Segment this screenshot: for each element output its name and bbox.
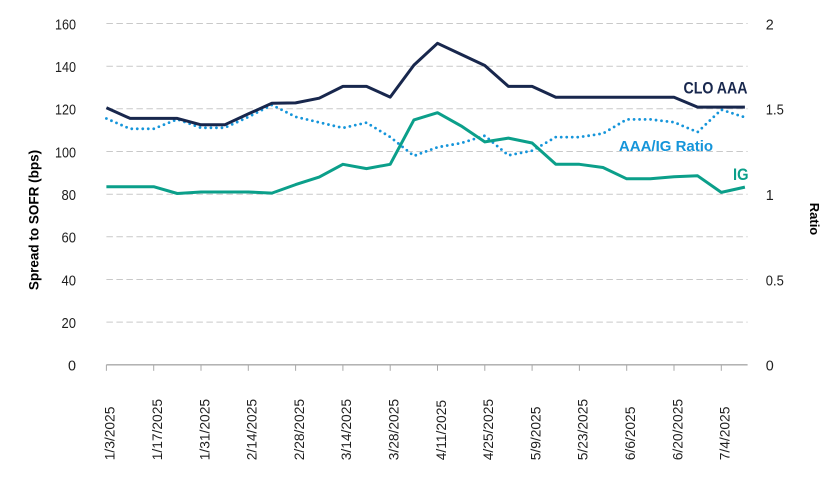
svg-text:IG: IG [733, 165, 749, 184]
svg-text:100: 100 [55, 145, 76, 161]
svg-text:1: 1 [766, 188, 774, 204]
svg-text:2/28/2025: 2/28/2025 [292, 399, 307, 461]
svg-text:1/31/2025: 1/31/2025 [197, 399, 212, 461]
svg-text:2: 2 [766, 17, 774, 33]
svg-text:3/14/2025: 3/14/2025 [339, 399, 354, 461]
svg-text:1.5: 1.5 [766, 103, 784, 119]
svg-text:Spread to SOFR (bps): Spread to SOFR (bps) [27, 150, 42, 290]
svg-text:40: 40 [62, 273, 77, 289]
svg-text:5/9/2025: 5/9/2025 [528, 406, 543, 460]
svg-text:AAA/IG Ratio: AAA/IG Ratio [619, 138, 713, 155]
svg-text:0: 0 [68, 359, 76, 375]
svg-text:1/17/2025: 1/17/2025 [150, 399, 165, 461]
svg-text:60: 60 [62, 231, 77, 247]
svg-text:7/4/2025: 7/4/2025 [718, 406, 733, 460]
svg-text:20: 20 [62, 316, 77, 332]
svg-text:CLO AAA: CLO AAA [684, 79, 748, 98]
svg-text:4/25/2025: 4/25/2025 [481, 399, 496, 461]
svg-text:6/20/2025: 6/20/2025 [670, 399, 685, 461]
svg-text:80: 80 [62, 188, 77, 204]
svg-text:4/11/2025: 4/11/2025 [434, 400, 449, 461]
svg-text:0: 0 [766, 359, 774, 375]
svg-text:1/3/2025: 1/3/2025 [103, 406, 118, 460]
svg-text:Ratio: Ratio [807, 203, 822, 236]
svg-text:5/23/2025: 5/23/2025 [576, 399, 591, 461]
svg-text:160: 160 [55, 17, 76, 33]
svg-text:2/14/2025: 2/14/2025 [245, 399, 260, 461]
svg-text:0.5: 0.5 [766, 273, 784, 289]
svg-text:140: 140 [55, 60, 76, 76]
svg-text:6/6/2025: 6/6/2025 [623, 406, 638, 460]
svg-text:3/28/2025: 3/28/2025 [387, 399, 402, 461]
svg-text:120: 120 [55, 103, 76, 119]
